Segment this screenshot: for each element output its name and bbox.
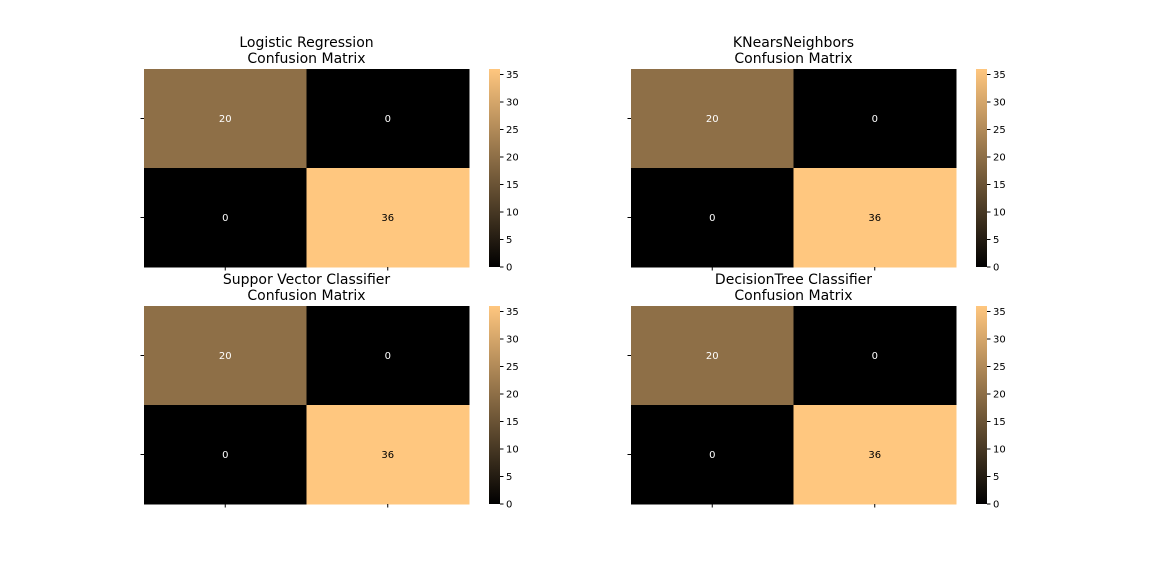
colorbar-tick-label: 25 [993, 125, 1006, 136]
heatmap-title: DecisionTree Classifier Confusion Matrix [715, 272, 872, 304]
colorbar-tick-label: 10 [993, 445, 1006, 456]
colorbar [976, 69, 987, 267]
colorbar-tick-label: 15 [993, 180, 1006, 191]
heatmap-panel-3: Suppor Vector Classifier Confusion Matrix… [140, 272, 519, 511]
cell-value-label: 20 [219, 114, 232, 125]
colorbar-tick-label: 20 [993, 390, 1006, 401]
title-line: Logistic Regression [239, 35, 373, 51]
cell-value-label: 20 [219, 351, 232, 362]
heatmap-cell [144, 168, 307, 268]
cell-value-label: 0 [222, 213, 228, 224]
colorbar-tick-label: 35 [506, 70, 519, 81]
colorbar-tick-label: 35 [506, 307, 519, 318]
colorbar-tick-label: 0 [506, 500, 512, 511]
heatmap-panel-2: KNearsNeighbors Confusion Matrix 20 0 0 36 0 5 1… [627, 35, 1006, 274]
heatmap-panel-4: DecisionTree Classifier Confusion Matrix 2… [627, 272, 1006, 511]
title-line: Confusion Matrix [734, 51, 852, 67]
colorbar-tick-label: 0 [506, 263, 512, 274]
title-line: Confusion Matrix [247, 51, 365, 67]
colorbar-tick-label: 10 [506, 208, 519, 219]
colorbar-tick-label: 5 [506, 235, 512, 246]
colorbar-tick-label: 30 [993, 335, 1006, 346]
colorbar-tick-label: 10 [993, 208, 1006, 219]
heatmap-title: KNearsNeighbors Confusion Matrix [733, 35, 854, 67]
colorbar-tick-label: 5 [506, 472, 512, 483]
colorbar-tick-label: 15 [506, 180, 519, 191]
heatmap-cell [793, 306, 957, 406]
colorbar-tick-label: 35 [993, 70, 1006, 81]
cell-value-label: 0 [709, 450, 715, 461]
colorbar-tick-label: 35 [993, 307, 1006, 318]
heatmap-cell [631, 69, 794, 169]
cell-value-label: 36 [381, 450, 394, 461]
heatmap-cell [631, 306, 794, 406]
cell-value-label: 0 [385, 351, 391, 362]
colorbar-tick-label: 10 [506, 445, 519, 456]
heatmap-cell [306, 306, 470, 406]
heatmap-cell [631, 168, 794, 268]
title-line: KNearsNeighbors [733, 35, 854, 51]
title-line: Confusion Matrix [247, 288, 365, 304]
heatmap-cell [306, 69, 470, 169]
cell-value-label: 0 [222, 450, 228, 461]
colorbar-tick-label: 0 [993, 263, 999, 274]
heatmap-cell [793, 405, 957, 505]
heatmap-cell [144, 405, 307, 505]
colorbar-tick-label: 15 [993, 417, 1006, 428]
heatmap-title: Logistic Regression Confusion Matrix [239, 35, 373, 67]
cell-value-label: 20 [706, 114, 719, 125]
colorbar-tick-label: 20 [506, 390, 519, 401]
cell-value-label: 0 [872, 351, 878, 362]
cell-value-label: 0 [385, 114, 391, 125]
colorbar-tick-label: 30 [993, 98, 1006, 109]
title-line: Confusion Matrix [734, 288, 852, 304]
colorbar-tick-label: 5 [993, 235, 999, 246]
cell-value-label: 0 [709, 213, 715, 224]
cell-value-label: 36 [868, 213, 881, 224]
colorbar-tick-label: 20 [506, 153, 519, 164]
heatmap-cell [306, 168, 470, 268]
colorbar-tick-label: 0 [993, 500, 999, 511]
heatmap-cell [144, 69, 307, 169]
heatmap-cell [793, 168, 957, 268]
heatmap-title: Suppor Vector Classifier Confusion Matrix [223, 272, 391, 304]
heatmap-cell [793, 69, 957, 169]
cell-value-label: 36 [868, 450, 881, 461]
colorbar-tick-label: 30 [506, 98, 519, 109]
heatmap-panel-1: Logistic Regression Confusion Matrix 20 0 0 3… [140, 35, 519, 274]
heatmap-cell [144, 306, 307, 406]
colorbar [489, 306, 500, 504]
colorbar-tick-label: 5 [993, 472, 999, 483]
cell-value-label: 36 [381, 213, 394, 224]
heatmap-cell [631, 405, 794, 505]
title-line: DecisionTree Classifier [715, 272, 872, 288]
title-line: Suppor Vector Classifier [223, 272, 391, 288]
colorbar-tick-label: 30 [506, 335, 519, 346]
cell-value-label: 20 [706, 351, 719, 362]
heatmap-cell [306, 405, 470, 505]
colorbar-tick-label: 25 [506, 362, 519, 373]
colorbar-tick-label: 25 [506, 125, 519, 136]
colorbar [976, 306, 987, 504]
cell-value-label: 0 [872, 114, 878, 125]
colorbar [489, 69, 500, 267]
colorbar-tick-label: 15 [506, 417, 519, 428]
colorbar-tick-label: 25 [993, 362, 1006, 373]
colorbar-tick-label: 20 [993, 153, 1006, 164]
